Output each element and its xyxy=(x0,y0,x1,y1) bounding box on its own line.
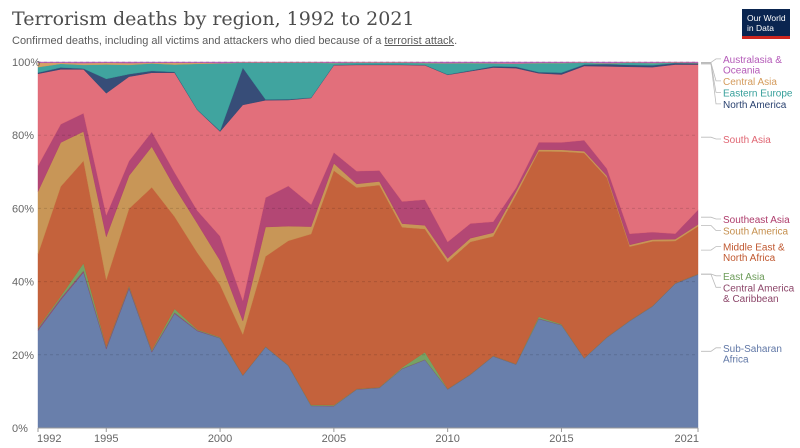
series-label-east-asia[interactable]: East Asia xyxy=(723,272,765,283)
series-label-line: Sub-Saharan xyxy=(723,344,782,355)
y-tick-label: 80% xyxy=(12,130,34,142)
series-label-line: & Caribbean xyxy=(723,294,779,305)
y-tick-label: 100% xyxy=(12,57,40,69)
subtitle-text: Confirmed deaths, including all victims … xyxy=(12,35,385,47)
series-label-line: South Asia xyxy=(723,135,771,146)
series-label-southeast-asia[interactable]: Southeast Asia xyxy=(723,215,790,226)
x-tick-label: 2010 xyxy=(435,433,459,445)
series-label-south-asia[interactable]: South Asia xyxy=(723,135,771,146)
label-connector xyxy=(701,63,721,105)
label-connector xyxy=(701,136,721,140)
series-label-south-america[interactable]: South America xyxy=(723,226,788,237)
label-connector xyxy=(701,58,721,63)
series-label-line: North Africa xyxy=(723,253,776,264)
logo-line-2: in Data xyxy=(747,23,774,33)
y-tick-label: 40% xyxy=(12,277,34,289)
our-world-in-data-logo[interactable]: Our World in Data xyxy=(742,9,790,39)
y-tick-label: 60% xyxy=(12,203,34,215)
series-label-eastern-europe[interactable]: Eastern Europe xyxy=(723,88,793,99)
x-tick-label: 1992 xyxy=(37,433,61,445)
series-label-line: East Asia xyxy=(723,272,765,283)
logo-line-1: Our World xyxy=(747,13,786,23)
chart-title: Terrorism deaths by region, 1992 to 2021 xyxy=(12,8,415,30)
series-label-line: Australasia & xyxy=(723,55,782,66)
subtitle-end: . xyxy=(454,35,458,47)
series-label-middle-east-north-africa[interactable]: Middle East & North Africa xyxy=(723,243,785,265)
series-label-line: North America xyxy=(723,100,787,111)
label-connector xyxy=(701,274,721,288)
series-label-line: Oceania xyxy=(723,65,761,76)
label-connector xyxy=(701,225,721,231)
series-label-australasia-oceania[interactable]: Australasia & Oceania xyxy=(723,55,782,76)
series-label-line: Southeast Asia xyxy=(723,215,790,226)
series-label-north-america[interactable]: North America xyxy=(723,100,787,111)
chart-subtitle: Confirmed deaths, including all victims … xyxy=(12,35,457,47)
x-tick-label: 2000 xyxy=(208,433,232,445)
series-label-line: Eastern Europe xyxy=(723,88,793,99)
label-connector xyxy=(701,62,721,93)
terrorist-attack-link[interactable]: terrorist attack xyxy=(384,35,455,47)
series-label-line: Africa xyxy=(723,354,749,365)
series-label-line: Central America xyxy=(723,283,795,294)
series-label-central-asia[interactable]: Central Asia xyxy=(723,77,777,88)
x-tick-label: 2015 xyxy=(549,433,573,445)
x-tick-label: 2005 xyxy=(322,433,346,445)
series-label-line: Middle East & xyxy=(723,243,785,254)
x-tick-label: 2021 xyxy=(675,433,699,445)
y-tick-label: 20% xyxy=(12,350,34,362)
y-tick-label: 0% xyxy=(12,423,28,435)
series-label-line: South America xyxy=(723,226,788,237)
x-tick-label: 1995 xyxy=(94,433,118,445)
series-label-line: Central Asia xyxy=(723,77,777,88)
label-connector xyxy=(701,246,721,251)
series-label-sub-saharan-africa[interactable]: Sub-Saharan Africa xyxy=(723,344,782,366)
area-australasia-oceania[interactable] xyxy=(37,61,699,64)
label-connector xyxy=(701,216,721,220)
label-connector xyxy=(701,347,721,352)
series-label-central-america-caribbean[interactable]: Central America & Caribbean xyxy=(723,283,795,305)
